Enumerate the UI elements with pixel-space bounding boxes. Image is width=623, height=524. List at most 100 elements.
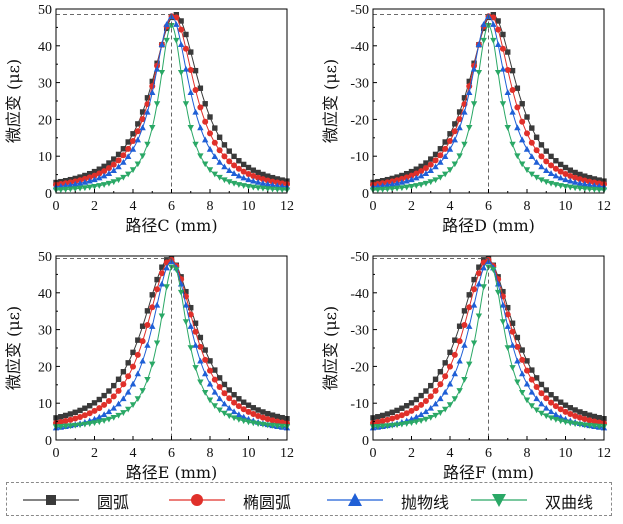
data-point [163,21,170,27]
data-point [264,177,271,184]
data-point [466,89,473,96]
data-point [100,182,108,188]
data-point [509,341,516,348]
data-point [139,323,146,329]
data-point [235,182,243,188]
data-point [125,139,131,145]
data-point [211,153,219,160]
data-point [269,412,276,418]
data-point [240,399,247,405]
data-point [201,136,209,143]
data-point [259,414,266,421]
data-point [432,376,439,382]
x-tick-label: 12 [280,446,294,461]
data-point [187,323,194,329]
data-point [231,392,237,398]
x-tick-label: 0 [53,446,60,461]
data-point [437,152,444,159]
data-point [177,41,185,48]
data-point [595,423,603,430]
data-point [480,37,487,44]
data-point [586,178,593,185]
data-point [250,167,257,173]
x-tick-label: 4 [130,199,137,214]
data-point [110,161,117,168]
data-point [432,177,439,184]
data-point [100,411,108,418]
data-point [423,388,429,394]
series-双曲线 [369,22,608,194]
data-point [105,416,113,423]
data-point [552,411,560,418]
data-point [100,172,108,179]
data-point [432,412,439,419]
data-point [192,108,199,115]
y-tick-label: 10 [38,150,52,165]
data-point [451,370,459,377]
data-point [456,388,463,394]
data-point [110,167,117,173]
y-tick-label: -20 [350,113,369,128]
data-point [159,264,165,270]
data-point [437,174,444,181]
data-point [235,172,243,179]
data-point [442,373,449,380]
data-point [572,174,579,181]
data-point [158,313,166,320]
data-point [153,340,161,347]
data-point [476,264,482,270]
data-point [265,173,271,179]
data-point [67,416,74,423]
data-point [274,423,281,430]
data-point [456,116,463,123]
data-point [413,170,420,177]
series-双曲线 [52,22,291,194]
legend-item-arc: 圆弧 [21,483,129,517]
y-tick-label: -10 [350,150,369,165]
data-point [475,270,482,277]
data-point [110,179,117,186]
data-point [447,363,453,370]
data-point [417,182,425,188]
data-point [471,276,477,283]
data-point [576,421,584,428]
data-point [255,174,262,181]
data-point [274,413,281,420]
x-tick-label: 2 [408,446,415,461]
data-point [134,351,141,358]
data-point [182,319,190,326]
data-point [577,409,583,415]
data-point [201,161,209,168]
data-point [125,373,132,380]
data-point [91,420,98,427]
data-point [576,185,584,192]
data-point [57,424,65,430]
data-point [197,153,204,160]
data-point [591,182,598,189]
data-point [514,334,521,341]
data-point [240,161,247,168]
data-point [81,185,89,192]
series-椭圆弧 [53,13,290,188]
data-point [221,153,228,160]
legend-marker-triangle-down [471,494,527,507]
data-point [240,413,247,420]
data-point [446,402,454,408]
chart-panel-4: 0 2 4 6 8 10 12 0 -10 -20 -30 -40 -50 路径F (mm) 微应变 (με… [321,250,611,482]
data-point [274,182,281,189]
data-point [115,151,122,158]
data-point [221,142,228,148]
data-point [250,184,257,191]
data-point [524,367,530,374]
data-point [153,101,161,108]
data-point [408,415,415,422]
data-point [586,174,593,181]
data-point [408,172,415,179]
data-point [375,414,381,420]
data-point [456,357,463,364]
data-point [543,404,550,411]
data-point [466,125,473,131]
data-point [567,172,574,179]
data-point [260,171,266,178]
data-point [149,323,156,329]
